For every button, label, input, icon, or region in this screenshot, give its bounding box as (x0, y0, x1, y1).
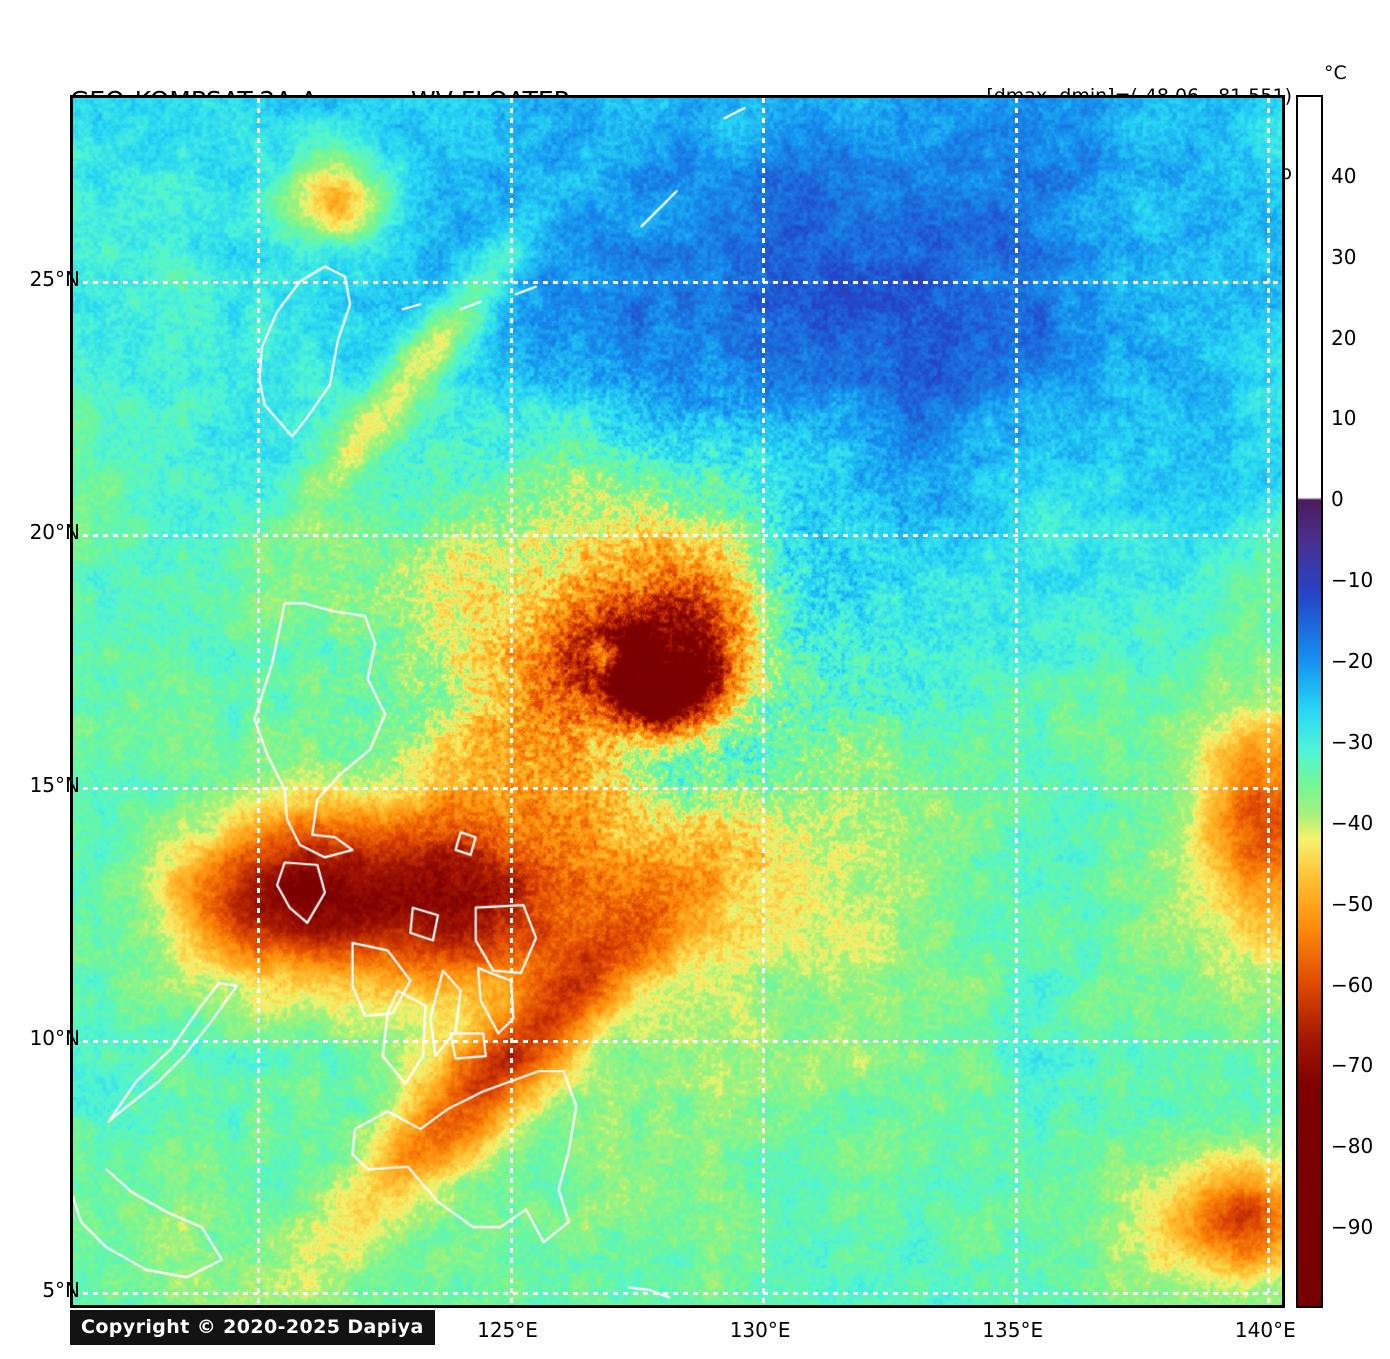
ytick-label-10: 10°N (29, 1025, 80, 1050)
colorbar-tick-40: 40 (1331, 163, 1357, 188)
copyright-banner: Copyright © 2020-2025 Dapiya (70, 1310, 435, 1345)
colorbar-tick--40: −40 (1331, 810, 1374, 835)
colorbar-unit-label: °C (1324, 62, 1347, 84)
xtick-label-140: 140°E (1234, 1318, 1296, 1342)
colorbar-gradient (1298, 97, 1321, 1306)
colorbar-tick--90: −90 (1331, 1215, 1374, 1240)
colorbar-tick--20: −20 (1331, 649, 1374, 674)
colorbar-tick--10: −10 (1331, 568, 1374, 593)
satellite-imagery-canvas (73, 98, 1282, 1305)
ytick-label-25: 25°N (29, 267, 80, 292)
colorbar-tick--50: −50 (1331, 891, 1374, 916)
colorbar-tick-10: 10 (1331, 406, 1357, 431)
colorbar-tick-30: 30 (1331, 244, 1357, 269)
colorbar-panel (1296, 95, 1323, 1308)
ytick-label-5: 5°N (42, 1278, 80, 1303)
colorbar-tick-0: 0 (1331, 487, 1344, 512)
colorbar-tick--70: −70 (1331, 1053, 1374, 1078)
xtick-label-130: 130°E (729, 1318, 791, 1342)
xtick-label-125: 125°E (477, 1318, 538, 1342)
satellite-map-panel (70, 95, 1285, 1308)
colorbar-tick--60: −60 (1331, 972, 1374, 997)
colorbar-tick--80: −80 (1331, 1134, 1374, 1159)
ytick-label-20: 20°N (29, 520, 80, 545)
colorbar-tick--30: −30 (1331, 729, 1374, 754)
xtick-label-135: 135°E (982, 1318, 1044, 1342)
ytick-label-15: 15°N (29, 772, 80, 797)
colorbar-tick-20: 20 (1331, 325, 1357, 350)
